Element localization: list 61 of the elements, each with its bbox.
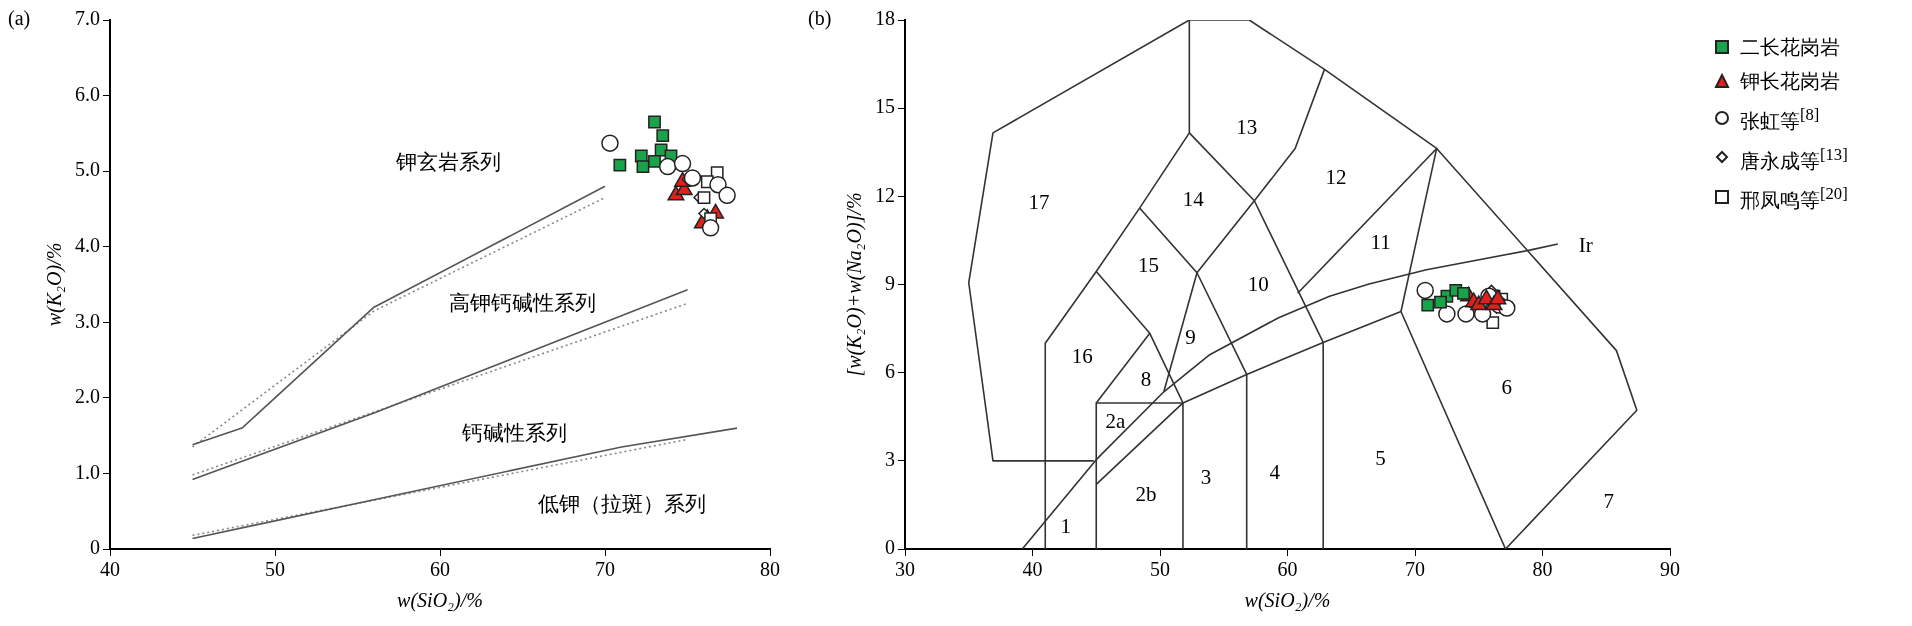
y-tick-label: 6.0: [75, 82, 100, 105]
x-tick-label: 60: [1277, 558, 1298, 581]
annotation: 11: [1370, 229, 1391, 254]
annotation: 6: [1501, 375, 1513, 400]
annotation: 13: [1236, 115, 1258, 140]
y-tick-label: 5.0: [75, 158, 100, 181]
legend-label: 钾长花岗岩: [1740, 69, 1840, 94]
y-tick-label: 15: [875, 95, 895, 118]
x-axis-title: w(SiO₂)/%: [397, 589, 483, 613]
annotation: 14: [1182, 187, 1205, 212]
y-tick-label: 3: [885, 448, 895, 471]
legend-label: 唐永成等$^{[13]}$: [1740, 143, 1848, 174]
annotation: 10: [1247, 272, 1269, 297]
y-tick-label: 7.0: [75, 7, 100, 30]
y-tick-label: 0: [90, 536, 100, 559]
annotation: 2a: [1105, 409, 1126, 434]
y-axis-title: w(K₂O)/%: [43, 242, 67, 327]
x-tick-label: 40: [1022, 558, 1043, 581]
x-tick-label: 60: [430, 558, 450, 581]
annotation: 3: [1200, 464, 1212, 489]
y-tick-label: 2.0: [75, 385, 100, 408]
annotation: 17: [1028, 190, 1050, 215]
annotation: 15: [1138, 253, 1160, 278]
legend-label: 二长花岗岩: [1740, 35, 1840, 60]
y-tick-label: 9: [885, 271, 895, 294]
annotation: 钾玄岩系列: [394, 150, 501, 175]
x-tick-label: 70: [1405, 558, 1425, 581]
y-tick-label: 3.0: [75, 309, 100, 332]
annotation: 高钾钙碱性系列: [449, 290, 596, 315]
x-tick-label: 80: [760, 558, 780, 581]
legend-label: 邢凤鸣等$^{[20]}$: [1740, 183, 1848, 213]
chart-title: (a): [8, 7, 31, 31]
y-tick-label: 6: [885, 359, 895, 382]
x-tick-label: 50: [1150, 558, 1170, 581]
annotation: 低钾（拉斑）系列: [537, 491, 706, 516]
annotation: 9: [1185, 324, 1196, 349]
annotation: 8: [1140, 367, 1152, 392]
y-axis-title: [w(K₂O)+w(Na₂O)]/%: [843, 192, 867, 377]
annotation: 钙碱性系列: [460, 420, 567, 445]
annotation: 2b: [1135, 482, 1157, 507]
y-tick-label: 12: [875, 183, 895, 206]
annotation: 1: [1060, 514, 1071, 539]
annotation: 4: [1269, 460, 1281, 485]
chart-title: (b): [808, 7, 832, 31]
x-tick-label: 50: [265, 558, 285, 581]
x-tick-label: 90: [1660, 558, 1680, 581]
x-tick-label: 30: [895, 558, 915, 581]
y-tick-label: 18: [875, 7, 895, 30]
x-tick-label: 40: [100, 558, 120, 581]
annotation: 16: [1071, 344, 1093, 369]
x-tick-label: 80: [1532, 558, 1553, 581]
y-tick-label: 1.0: [75, 460, 100, 483]
annotation: 7: [1603, 489, 1615, 514]
annotation: 12: [1325, 165, 1347, 190]
y-tick-label: 4.0: [75, 233, 100, 256]
annotation: 5: [1375, 446, 1386, 471]
annotation: Ir: [1578, 233, 1593, 258]
x-tick-label: 70: [595, 558, 615, 581]
legend-label: 张虹等$^{[8]}$: [1740, 104, 1820, 134]
y-tick-label: 0: [885, 536, 895, 559]
x-axis-title: w(SiO₂)/%: [1244, 589, 1331, 613]
